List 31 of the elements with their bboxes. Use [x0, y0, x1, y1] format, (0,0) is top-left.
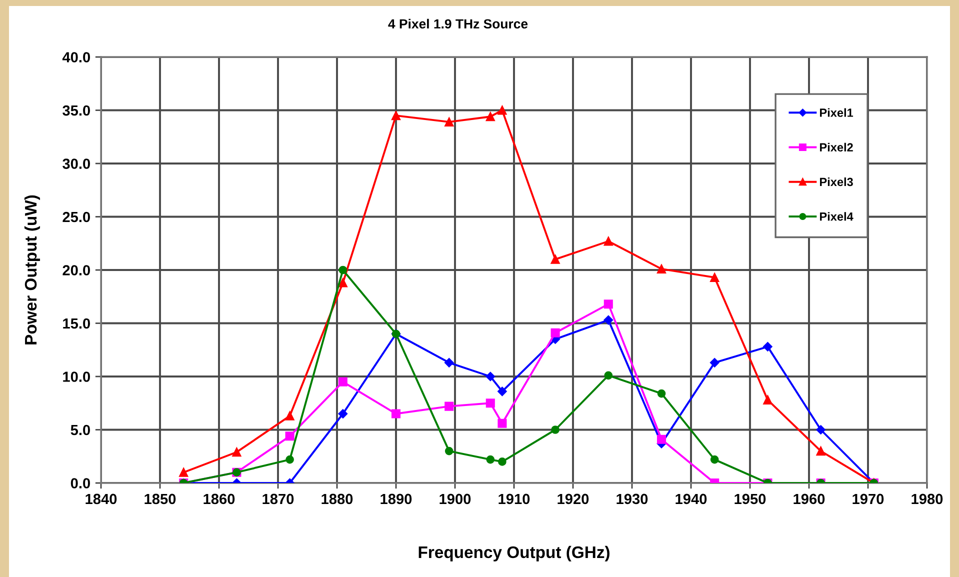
x-tick-label: 1880 — [322, 494, 353, 504]
legend-label: Pixel3 — [820, 177, 853, 186]
y-tick-label: 20.0 — [62, 265, 90, 276]
y-axis-title: Power Output (uW) — [24, 195, 40, 344]
y-tick-label: 10.0 — [63, 372, 90, 382]
x-tick-label: 1870 — [262, 494, 294, 504]
y-tick-label: 25.0 — [62, 212, 90, 222]
legend-label: Pixel2 — [820, 142, 853, 152]
y-tick-label: 5.0 — [70, 424, 90, 436]
x-tick-label: 1910 — [498, 494, 530, 504]
x-axis-title: Frequency Output (GHz) — [418, 546, 610, 562]
x-tick-label: 1930 — [616, 494, 648, 504]
x-tick-label: 1900 — [440, 494, 471, 504]
y-tick-label: 35.0 — [62, 105, 90, 116]
x-tick-label: 1960 — [794, 494, 825, 504]
chart-title: 4 Pixel 1.9 THz Source — [388, 18, 528, 29]
y-tick-label: 30.0 — [62, 158, 90, 169]
y-tick-label: 0.0 — [70, 478, 90, 488]
y-tick-label: 40.0 — [62, 52, 90, 62]
x-tick-label: 1940 — [676, 494, 707, 504]
legend-label: Pixel1 — [820, 108, 854, 117]
x-tick-label: 1860 — [204, 494, 235, 504]
x-tick-label: 1970 — [852, 494, 884, 504]
legend-label: Pixel4 — [820, 212, 854, 221]
y-tick-label: 15.0 — [63, 318, 90, 329]
x-tick-label: 1850 — [144, 494, 176, 504]
x-tick-label: 1890 — [380, 494, 412, 504]
x-tick-label: 1950 — [734, 494, 766, 504]
x-tick-label: 1980 — [912, 494, 943, 504]
x-tick-label: 1840 — [86, 494, 117, 504]
x-tick-label: 1920 — [558, 494, 589, 504]
